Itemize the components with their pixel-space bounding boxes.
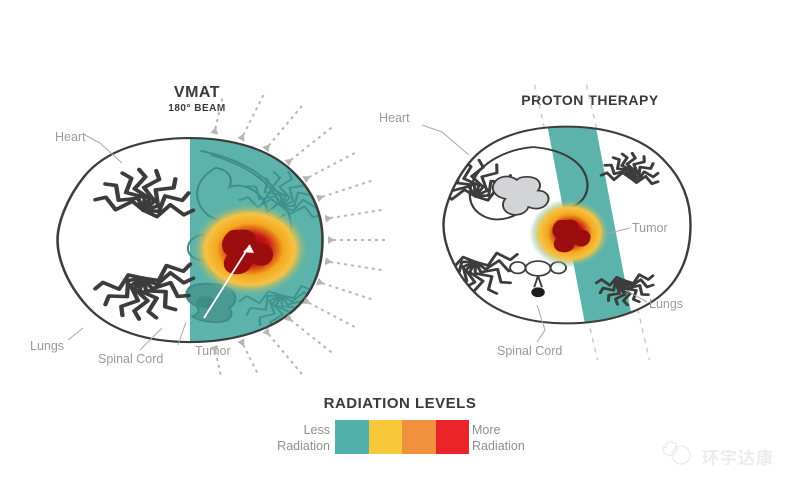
svg-text:Heart: Heart	[55, 130, 86, 144]
svg-text:Heart: Heart	[379, 111, 410, 125]
svg-text:Tumor: Tumor	[195, 344, 231, 358]
svg-text:Spinal Cord: Spinal Cord	[497, 344, 562, 358]
svg-text:Lungs: Lungs	[30, 339, 64, 353]
svg-text:Spinal Cord: Spinal Cord	[98, 352, 163, 366]
svg-text:Tumor: Tumor	[632, 221, 668, 235]
svg-text:Lungs: Lungs	[649, 297, 683, 311]
